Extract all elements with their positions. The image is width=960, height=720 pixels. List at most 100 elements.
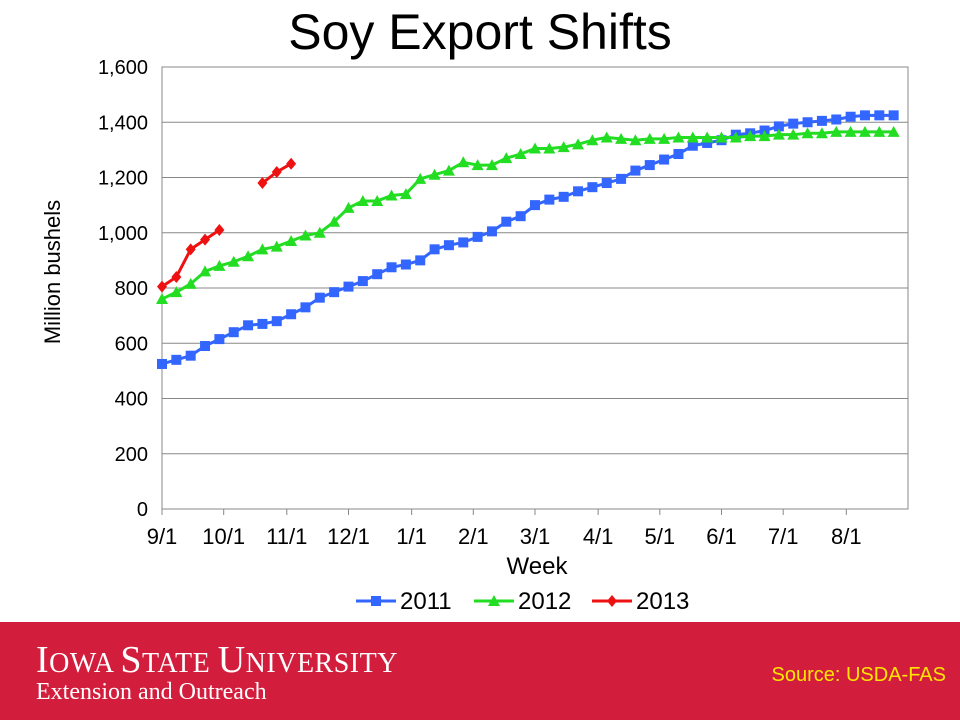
data-point-2012 <box>371 194 384 206</box>
y-tick-label: 1,400 <box>98 112 148 134</box>
data-point-2012 <box>399 188 412 200</box>
y-tick-label: 600 <box>115 333 148 355</box>
university-logo-text: IOWA STATE UNIVERSITY <box>36 640 398 684</box>
data-point-2013 <box>214 223 225 236</box>
data-point-2011 <box>300 302 311 313</box>
data-point-2012 <box>830 125 843 137</box>
data-point-2012 <box>586 134 599 146</box>
data-point-2012 <box>299 229 312 241</box>
y-tick-label: 1,600 <box>98 57 148 79</box>
data-point-2013 <box>157 280 167 293</box>
data-point-2012 <box>672 131 685 143</box>
data-point-2011 <box>329 287 340 298</box>
x-tick-label: 10/1 <box>202 524 245 549</box>
data-point-2012 <box>887 125 900 137</box>
x-tick-label: 3/1 <box>520 524 551 549</box>
data-point-2011 <box>831 114 842 125</box>
data-point-2013 <box>171 270 182 283</box>
data-point-2011 <box>687 140 698 151</box>
x-tick-label: 8/1 <box>831 524 862 549</box>
data-point-2011 <box>343 281 354 292</box>
data-point-2012 <box>170 286 183 298</box>
data-point-2012 <box>356 194 369 206</box>
data-point-2011 <box>601 178 612 189</box>
y-tick-label: 800 <box>115 278 148 300</box>
y-axis-label: Million bushels <box>40 200 65 344</box>
data-point-2011 <box>472 231 483 242</box>
data-point-2011 <box>386 262 397 273</box>
data-point-2011 <box>859 110 870 121</box>
data-point-2013 <box>286 157 297 170</box>
data-point-2011 <box>400 259 411 270</box>
data-point-2013 <box>257 177 268 190</box>
x-tick-label: 9/1 <box>147 524 178 549</box>
x-tick-label: 12/1 <box>327 524 370 549</box>
data-point-2011 <box>845 111 856 122</box>
data-point-2012 <box>227 255 240 267</box>
org-name-part: OWA <box>49 648 121 679</box>
data-point-2011 <box>443 240 454 251</box>
data-point-2012 <box>744 130 757 142</box>
data-point-2012 <box>787 128 800 140</box>
data-point-2011 <box>630 165 641 176</box>
data-point-2011 <box>644 160 655 171</box>
data-point-2012 <box>600 131 613 143</box>
data-point-2012 <box>199 265 212 277</box>
data-point-2012 <box>758 130 771 142</box>
data-point-2012 <box>815 127 828 139</box>
data-point-2012 <box>844 125 857 137</box>
data-point-2012 <box>256 243 269 255</box>
data-point-2012 <box>242 250 255 262</box>
data-point-2012 <box>385 189 398 201</box>
org-name-part: U <box>217 639 246 681</box>
x-tick-label: 7/1 <box>768 524 799 549</box>
legend-marker-2011 <box>371 596 381 606</box>
data-point-2011 <box>415 255 426 266</box>
data-point-2011 <box>515 211 526 222</box>
data-point-2011 <box>530 200 540 211</box>
data-point-2012 <box>213 259 226 271</box>
org-subtitle: Extension and Outreach <box>36 679 267 705</box>
data-point-2012 <box>715 131 728 143</box>
data-point-2012 <box>529 142 541 154</box>
source-note: Source: USDA-FAS <box>771 664 946 686</box>
export-line-chart: 0 200 400 600 800 1,000 1,200 1,400 1,600 9/1 10/1… <box>40 57 909 615</box>
data-point-2011 <box>816 115 827 126</box>
data-point-2011 <box>486 226 497 237</box>
data-point-2012 <box>658 132 671 144</box>
footer-banner: IOWA STATE UNIVERSITY Extension and Outr… <box>0 622 960 720</box>
data-point-2011 <box>802 117 813 128</box>
y-tick-label: 1,000 <box>98 223 148 245</box>
data-point-2012 <box>313 226 326 238</box>
org-name-part: NIVERSITY <box>245 648 398 679</box>
data-point-2011 <box>501 216 512 227</box>
data-point-2011 <box>257 318 268 329</box>
legend-marker-2013 <box>607 595 617 607</box>
y-tick-label: 0 <box>137 499 148 521</box>
data-point-2012 <box>428 168 441 180</box>
data-point-2012 <box>801 127 814 139</box>
data-point-2011 <box>171 354 182 365</box>
data-point-2012 <box>500 152 513 164</box>
data-point-2012 <box>629 134 642 146</box>
legend-label: 2012 <box>518 588 571 615</box>
series-line-2012 <box>161 130 894 301</box>
data-point-2011 <box>214 334 225 345</box>
data-point-2011 <box>874 110 885 121</box>
data-point-2011 <box>185 350 196 361</box>
data-point-2011 <box>673 149 684 160</box>
org-name-part: S <box>120 639 143 681</box>
data-point-2012 <box>184 277 197 289</box>
data-point-2012 <box>557 141 570 153</box>
data-point-2012 <box>543 142 556 154</box>
data-point-2011 <box>558 191 569 202</box>
data-point-2011 <box>200 341 211 352</box>
data-point-2011 <box>587 182 598 193</box>
data-point-2011 <box>286 309 297 320</box>
x-tick-label: 6/1 <box>706 524 737 549</box>
legend-label: 2013 <box>636 588 689 615</box>
org-name-part: I <box>36 639 50 681</box>
data-point-2013 <box>185 243 196 256</box>
data-point-2011 <box>773 121 784 132</box>
data-point-2011 <box>573 186 584 197</box>
